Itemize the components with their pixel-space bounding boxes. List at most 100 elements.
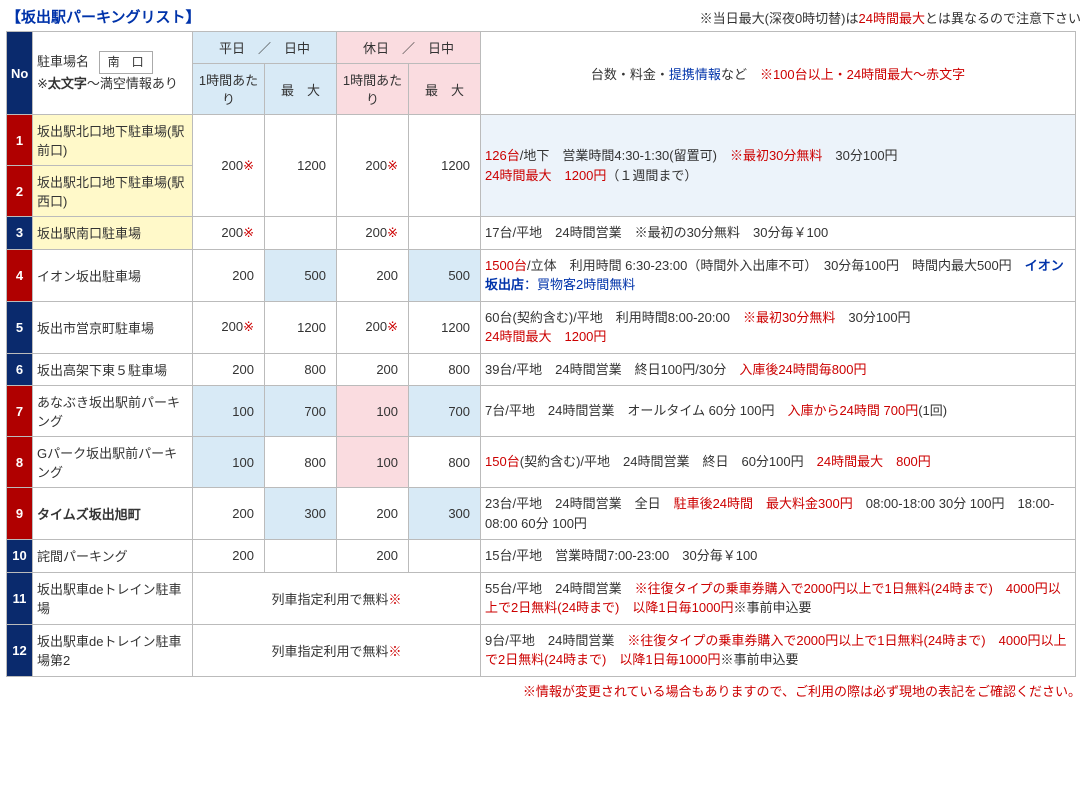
hl-mx: 1200 xyxy=(409,301,481,353)
info: 126台/地下 営業時間4:30-1:30(留置可) ※最初30分無料 30分1… xyxy=(481,115,1076,217)
row-no: 1 xyxy=(7,115,33,166)
info-text: /地下 営業時間4:30-1:30(留置可) xyxy=(520,148,730,163)
row-no: 4 xyxy=(7,249,33,301)
wd-mx: 1200 xyxy=(265,115,337,217)
info-text: 入庫から24時間 700円 xyxy=(787,403,918,418)
hl-mx xyxy=(409,540,481,573)
wd-mx: 800 xyxy=(265,437,337,488)
wd-mx: 800 xyxy=(265,353,337,386)
header-info: 台数・料金・提携情報など ※100台以上・24時間最大～赤文字 xyxy=(481,32,1076,115)
hl-hr: 200 xyxy=(337,249,409,301)
row-no: 12 xyxy=(7,624,33,676)
info-text: 7台/平地 24時間営業 オールタイム 60分 100円 xyxy=(485,403,787,418)
header-hl-hr: 1時間あたり xyxy=(337,64,409,115)
info-text: 駐車後24時間 最大料金300円 xyxy=(674,496,853,511)
top-note: ※当日最大(深夜0時切替)は24時間最大とは異なるので注意下さい xyxy=(700,8,1081,27)
wd-mx: 1200 xyxy=(265,301,337,353)
wd-hr: 100 xyxy=(193,386,265,437)
hl-mx: 700 xyxy=(409,386,481,437)
info-text: 9台/平地 24時間営業 xyxy=(485,633,627,648)
parking-name: タイムズ坂出旭町 xyxy=(33,488,193,540)
info: 55台/平地 24時間営業 ※往復タイプの乗車券購入で2000円以上で1日無料(… xyxy=(481,572,1076,624)
header-wd-mx: 最 大 xyxy=(265,64,337,115)
info-text: ※事前申込要 xyxy=(721,652,799,667)
topnote-suffix: とは異なるので注意下さい xyxy=(925,11,1081,26)
hl-hr: 200※ xyxy=(337,217,409,250)
info: 39台/平地 24時間営業 終日100円/30分 入庫後24時間毎800円 xyxy=(481,353,1076,386)
header-hl-mx: 最 大 xyxy=(409,64,481,115)
wd-hr: 200 xyxy=(193,540,265,573)
header-holiday: 休日 ／ 日中 xyxy=(337,32,481,64)
footer-note: ※情報が変更されている場合もありますので、ご利用の際は必ず現地の表記をご確認くだ… xyxy=(6,681,1081,700)
hl-hr: 200※ xyxy=(337,115,409,217)
info-text: 17台/平地 24時間営業 ※最初の30分無料 30分毎￥100 xyxy=(485,225,828,240)
info-text: 23台/平地 24時間営業 全日 xyxy=(485,496,674,511)
row-no: 8 xyxy=(7,437,33,488)
hi-mid: など xyxy=(721,67,760,82)
wd-hr: 200※ xyxy=(193,301,265,353)
hn-suf: ～満空情報あり xyxy=(87,76,178,91)
hn-pre: ※ xyxy=(37,76,48,91)
hl-mx xyxy=(409,217,481,250)
topnote-prefix: ※当日最大(深夜0時切替)は xyxy=(700,11,859,26)
info-text: ※最初30分無料 xyxy=(730,148,822,163)
wd-hr: 200※ xyxy=(193,217,265,250)
hi-red: ※100台以上・24時間最大～赤文字 xyxy=(760,67,965,82)
wd-mx xyxy=(265,540,337,573)
wd-hr: 200 xyxy=(193,488,265,540)
hi-link[interactable]: 提携情報 xyxy=(669,67,721,82)
parking-name: 坂出駅北口地下駐車場(駅前口) xyxy=(33,115,193,166)
parking-name: イオン坂出駐車場 xyxy=(33,249,193,301)
parking-name: Gパーク坂出駅前パーキング xyxy=(33,437,193,488)
row-no: 9 xyxy=(7,488,33,540)
mark: ※ xyxy=(243,225,254,240)
hn-bold: 太文字 xyxy=(48,76,87,91)
parking-name: 坂出駅南口駐車場 xyxy=(33,217,193,250)
info-text: ※事前申込要 xyxy=(734,600,812,615)
mark: ※ xyxy=(243,319,254,334)
hl-hr: 100 xyxy=(337,437,409,488)
info: 15台/平地 営業時間7:00-23:00 30分毎￥100 xyxy=(481,540,1076,573)
row-no: 7 xyxy=(7,386,33,437)
hl-mx: 800 xyxy=(409,437,481,488)
parking-table: No 駐車場名 南 口 ※太文字～満空情報あり 平日 ／ 日中 休日 ／ 日中 … xyxy=(6,31,1076,677)
info-text: 24時間最大 1200円 xyxy=(485,168,606,183)
parking-name: 坂出駅北口地下駐車場(駅西口) xyxy=(33,166,193,217)
wd-hr: 100 xyxy=(193,437,265,488)
info-text: /立体 利用時間 6:30-23:00（時間外入出庫不可） 30分毎100円 時… xyxy=(527,258,1025,273)
row-no: 6 xyxy=(7,353,33,386)
hi-pre: 台数・料金・ xyxy=(591,67,669,82)
header-name: 駐車場名 南 口 ※太文字～満空情報あり xyxy=(33,32,193,115)
page-title: 【坂出駅パーキングリスト】 xyxy=(6,6,201,27)
info-text: 60台(契約含む)/平地 利用時間8:00-20:00 xyxy=(485,310,743,325)
wd-mx: 700 xyxy=(265,386,337,437)
row-no: 5 xyxy=(7,301,33,353)
wd-mx xyxy=(265,217,337,250)
info-text: ※最初30分無料 xyxy=(743,310,835,325)
info-text: 入庫後24時間毎800円 xyxy=(739,362,866,377)
info-text: 24時間最大 1200円 xyxy=(485,329,606,344)
wd-mx: 300 xyxy=(265,488,337,540)
hl-hr: 200 xyxy=(337,488,409,540)
hl-hr: 100 xyxy=(337,386,409,437)
info-text: （１週間まで） xyxy=(606,168,697,183)
info-text: 15台/平地 営業時間7:00-23:00 30分毎￥100 xyxy=(485,548,757,563)
row-no: 11 xyxy=(7,572,33,624)
parking-name: 坂出高架下東５駐車場 xyxy=(33,353,193,386)
wd-hr: 200 xyxy=(193,249,265,301)
free-cell: 列車指定利用で無料※ xyxy=(193,572,481,624)
hl-mx: 500 xyxy=(409,249,481,301)
info-text: 1500台 xyxy=(485,258,527,273)
info-text: 39台/平地 24時間営業 終日100円/30分 xyxy=(485,362,739,377)
parking-name: 詫間パーキング xyxy=(33,540,193,573)
parking-name: 坂出市営京町駐車場 xyxy=(33,301,193,353)
parking-name: 坂出駅車deトレイン駐車場第2 xyxy=(33,624,193,676)
row-no: 2 xyxy=(7,166,33,217)
hl-mx: 300 xyxy=(409,488,481,540)
info: 23台/平地 24時間営業 全日 駐車後24時間 最大料金300円 08:00-… xyxy=(481,488,1076,540)
info-text: (契約含む)/平地 24時間営業 終日 60分100円 xyxy=(520,454,817,469)
info-text: 55台/平地 24時間営業 xyxy=(485,581,635,596)
info: 150台(契約含む)/平地 24時間営業 終日 60分100円 24時間最大 8… xyxy=(481,437,1076,488)
header-no: No xyxy=(7,32,33,115)
info-text: 30分100円 xyxy=(835,310,923,325)
